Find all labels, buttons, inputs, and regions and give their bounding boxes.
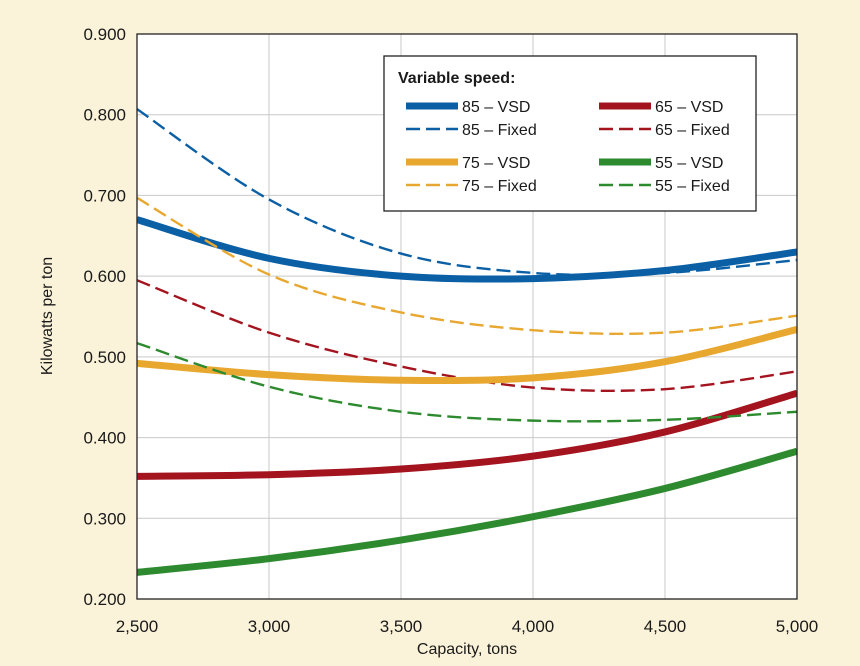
legend-label: 65 – VSD — [655, 99, 723, 116]
plot-frame — [136, 33, 798, 600]
y-tick-label: 0.300 — [83, 509, 126, 528]
series-line-75-vsd — [137, 326, 797, 385]
x-tick-label: 4,500 — [644, 617, 687, 636]
legend-label: 85 – Fixed — [462, 122, 537, 139]
y-tick-label: 0.400 — [83, 429, 126, 448]
series-line-85-vsd — [137, 216, 797, 283]
y-axis-label: Kilowatts per ton — [39, 257, 56, 375]
legend: Variable speed: 85 – VSD 85 – Fixed 65 – V… — [383, 55, 757, 212]
legend-label: 85 – VSD — [462, 99, 530, 116]
ticks: 2,500 3,000 3,500 4,000 4,500 5,000 0.200 0.300… — [83, 25, 818, 636]
y-tick-label: 0.800 — [83, 106, 126, 125]
series-line-65-vsd — [137, 389, 797, 480]
legend-items: 85 – VSD 85 – Fixed 65 – VSD 65 – Fixed 75 –… — [406, 99, 730, 195]
series-line-55-fixed — [137, 341, 797, 423]
x-tick-label: 4,000 — [512, 617, 555, 636]
y-tick-label: 0.500 — [83, 348, 126, 367]
legend-label: 65 – Fixed — [655, 122, 730, 139]
x-axis-label: Capacity, tons — [417, 641, 517, 658]
series-layer — [137, 108, 797, 576]
y-tick-label: 0.200 — [83, 590, 126, 609]
x-tick-label: 3,500 — [380, 617, 423, 636]
series-line-85-fixed — [137, 108, 797, 277]
legend-label: 55 – Fixed — [655, 178, 730, 195]
series-line-75-fixed — [137, 196, 797, 336]
y-tick-label: 0.600 — [83, 267, 126, 286]
x-tick-label: 3,000 — [248, 617, 291, 636]
legend-title: Variable speed: — [398, 70, 515, 87]
legend-label: 75 – VSD — [462, 155, 530, 172]
legend-label: 55 – VSD — [655, 155, 723, 172]
x-tick-label: 2,500 — [116, 617, 159, 636]
y-tick-label: 0.900 — [83, 25, 126, 44]
legend-label: 75 – Fixed — [462, 178, 537, 195]
y-tick-label: 0.700 — [83, 186, 126, 205]
x-tick-label: 5,000 — [776, 617, 819, 636]
series-line-55-vsd — [137, 447, 797, 576]
